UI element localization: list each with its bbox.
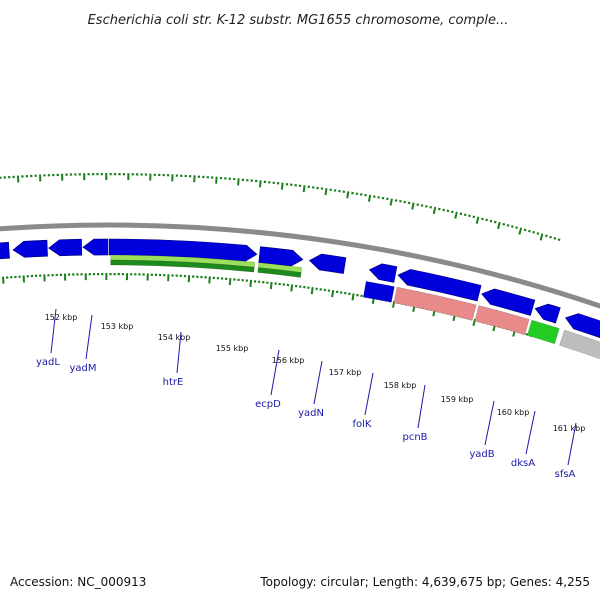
gene-label-leader bbox=[176, 331, 182, 374]
map-title: Escherichia coli str. K-12 substr. MG165… bbox=[88, 13, 509, 28]
gene-feature-yadB[interactable] bbox=[474, 305, 530, 335]
tick-mark bbox=[528, 229, 531, 233]
gene-label-leader bbox=[313, 360, 323, 405]
gene-label-ecpD[interactable]: ecpD bbox=[255, 399, 281, 410]
tick-mark bbox=[489, 219, 493, 223]
tick-mark bbox=[525, 332, 529, 336]
scale-label: 155 kbp bbox=[216, 344, 249, 353]
scale-label: 157 kbp bbox=[329, 368, 362, 377]
tick-mark bbox=[331, 289, 335, 298]
scale-label: 159 kbp bbox=[441, 395, 474, 404]
gene-label-folK[interactable]: folK bbox=[353, 419, 372, 430]
gene-label-leader bbox=[85, 314, 93, 360]
outer-tick-track bbox=[0, 172, 561, 241]
gene-feature-ecpD[interactable] bbox=[257, 267, 302, 278]
gene-feature-blue[interactable] bbox=[397, 269, 482, 302]
scale-label: 158 kbp bbox=[384, 381, 417, 390]
gene-label-dksA[interactable]: dksA bbox=[511, 458, 535, 469]
gene-label-yadN[interactable]: yadN bbox=[298, 408, 324, 419]
tick-mark bbox=[518, 227, 523, 235]
gene-label-pcnB[interactable]: pcnB bbox=[402, 432, 427, 443]
tick-mark bbox=[237, 178, 240, 186]
tick-mark bbox=[481, 217, 484, 221]
tick-mark bbox=[539, 233, 544, 241]
tick-mark bbox=[258, 180, 262, 188]
gene-feature-blue[interactable] bbox=[308, 253, 347, 274]
gene-label-leader bbox=[525, 410, 536, 455]
gene-label-leader bbox=[567, 422, 577, 466]
tick-mark bbox=[536, 232, 540, 235]
scale-label: 160 kbp bbox=[497, 408, 530, 417]
topology-summary: Topology: circular; Length: 4,639,675 bp… bbox=[259, 575, 590, 589]
tick-mark bbox=[493, 220, 497, 224]
tick-mark bbox=[549, 235, 552, 239]
tick-mark bbox=[472, 215, 476, 219]
gene-label-htrE[interactable]: htrE bbox=[163, 377, 184, 388]
scale-label: 161 kbp bbox=[553, 424, 586, 433]
tick-mark bbox=[506, 224, 510, 227]
gene-label-yadL[interactable]: yadL bbox=[36, 357, 60, 368]
accession-text: Accession: NC_000913 bbox=[10, 575, 146, 589]
gene-label-sfsA[interactable]: sfsA bbox=[555, 469, 576, 480]
tick-mark bbox=[432, 206, 437, 215]
gene-feature-blue[interactable] bbox=[48, 238, 83, 257]
gene-features[interactable] bbox=[0, 238, 600, 374]
gene-feature-blue[interactable] bbox=[534, 303, 561, 324]
gene-label-leader bbox=[484, 400, 495, 446]
gene-feature-pcnB[interactable] bbox=[393, 286, 477, 321]
gene-label-yadM[interactable]: yadM bbox=[69, 363, 96, 374]
tick-mark bbox=[545, 234, 548, 238]
tick-mark bbox=[454, 211, 458, 219]
tick-mark bbox=[523, 228, 527, 232]
tick-mark bbox=[302, 185, 306, 193]
gene-feature-blue[interactable] bbox=[12, 239, 48, 258]
tick-mark bbox=[389, 198, 393, 206]
gene-label-leader bbox=[50, 308, 57, 354]
tick-mark bbox=[310, 287, 314, 295]
gene-label-yadB[interactable]: yadB bbox=[469, 449, 494, 460]
scale-label: 154 kbp bbox=[158, 333, 191, 342]
scale-label: 152 kbp bbox=[45, 313, 78, 322]
tick-mark bbox=[346, 191, 350, 199]
scale-labels: 152 kbp 153 kbp 154 kbp 155 kbp 156 kbp 157 k… bbox=[45, 313, 586, 433]
gene-feature-blue[interactable] bbox=[82, 238, 109, 256]
gene-label-leader bbox=[270, 349, 280, 396]
chromosome-backbone bbox=[0, 222, 600, 309]
gene-feature-dksA[interactable] bbox=[526, 319, 560, 345]
tick-mark bbox=[351, 293, 355, 301]
tick-mark bbox=[485, 218, 488, 222]
tick-mark bbox=[411, 202, 415, 210]
tick-mark bbox=[280, 182, 284, 190]
gene-feature-htrE[interactable] bbox=[110, 259, 255, 273]
tick-mark bbox=[515, 226, 518, 229]
tick-mark bbox=[249, 279, 253, 287]
tick-mark bbox=[472, 318, 477, 327]
gene-label-leader bbox=[364, 372, 374, 416]
tick-mark bbox=[367, 194, 372, 202]
tick-mark bbox=[228, 277, 232, 286]
tick-mark bbox=[502, 222, 506, 226]
tick-mark bbox=[468, 214, 471, 218]
gene-labels: yadL yadM htrE ecpD yadN folK pcnB yadB dksA sfsA bbox=[36, 308, 577, 480]
tick-mark bbox=[475, 216, 480, 224]
gene-feature-blue[interactable] bbox=[368, 263, 398, 283]
tick-mark bbox=[557, 238, 561, 241]
gene-label-leader bbox=[417, 384, 426, 429]
gene-feature-sfsA[interactable] bbox=[559, 329, 600, 374]
tick-mark bbox=[510, 225, 514, 228]
tick-mark bbox=[553, 236, 557, 240]
tick-mark bbox=[269, 281, 273, 290]
tick-mark bbox=[290, 284, 294, 292]
tick-mark bbox=[532, 230, 535, 234]
tick-mark bbox=[324, 187, 328, 196]
gene-feature-blue[interactable] bbox=[481, 288, 536, 316]
gene-feature-blue[interactable] bbox=[0, 241, 10, 260]
scale-label: 156 kbp bbox=[272, 356, 305, 365]
gene-feature-folK[interactable] bbox=[363, 281, 395, 303]
gene-feature-blue[interactable] bbox=[564, 313, 600, 342]
tick-mark bbox=[497, 221, 501, 230]
scale-label: 153 kbp bbox=[101, 322, 134, 331]
